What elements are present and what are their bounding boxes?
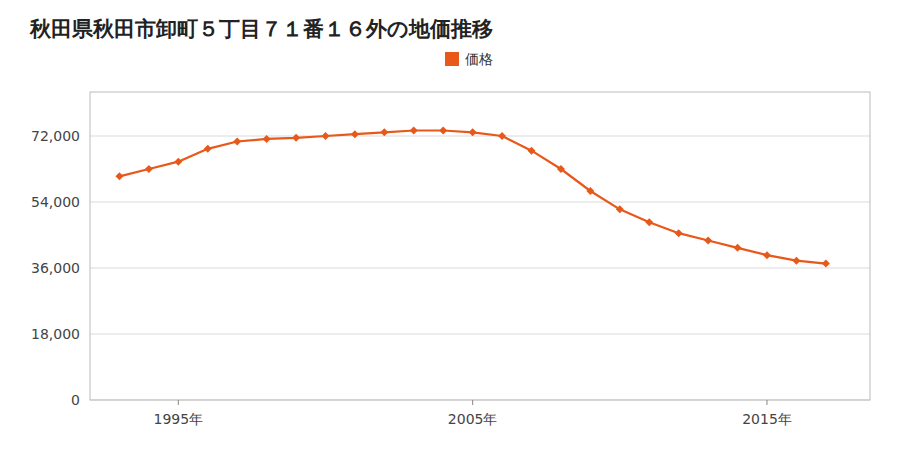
x-tick [766,400,767,405]
marker [792,257,800,265]
y-tick-label: 72,000 [31,128,80,144]
marker [233,138,241,146]
x-tick-label: 2005年 [448,411,498,427]
x-tick [472,400,473,405]
y-tick-label: 54,000 [31,194,80,210]
y-tick-label: 18,000 [31,326,80,342]
marker [704,237,712,245]
plot-frame [90,92,870,400]
marker [380,128,388,136]
grid [90,136,870,400]
marker [645,218,653,226]
legend-swatch [445,52,459,66]
legend-label: 価格 [465,51,493,67]
marker [321,132,329,140]
marker [410,127,418,135]
x-tick-label: 2015年 [742,411,792,427]
plot-area [115,127,829,268]
y-tick-label: 36,000 [31,260,80,276]
x-tick [178,400,179,405]
grid-line [90,202,870,203]
marker [675,229,683,237]
marker [292,134,300,142]
marker [763,251,771,259]
chart: 秋田県秋田市卸町５丁目７１番１６外の地価推移 0 18,000 36,000 54,00… [0,0,900,450]
marker [586,187,594,195]
legend: 価格 [445,51,493,67]
marker [204,145,212,153]
line [119,131,825,264]
marker [469,128,477,136]
y-tick-label: 0 [71,392,80,408]
marker [145,165,153,173]
marker [498,132,506,140]
marker [822,260,830,268]
marker [115,172,123,180]
grid-line [90,268,870,269]
marker [439,127,447,135]
marker [557,165,565,173]
marker [351,130,359,138]
marker [734,244,742,252]
x-tick-label: 1995年 [153,411,203,427]
marker [528,147,536,155]
marker [174,158,182,166]
marker [263,135,271,143]
grid-line [90,334,870,335]
title: 秋田県秋田市卸町５丁目７１番１６外の地価推移 [29,17,493,41]
marker [616,205,624,213]
grid-line [90,136,870,137]
